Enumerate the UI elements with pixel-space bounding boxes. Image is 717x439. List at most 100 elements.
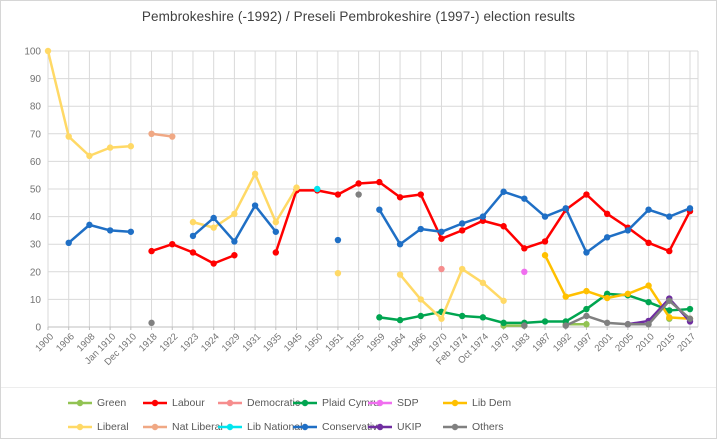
legend-label: Democratic	[247, 397, 301, 409]
x-tick-label: 1987	[530, 331, 553, 354]
legend-marker-icon	[293, 399, 317, 407]
legend-marker-icon	[368, 399, 392, 407]
data-point	[438, 228, 445, 235]
data-point	[314, 185, 321, 193]
x-tick-label: 1979	[489, 331, 512, 354]
data-point	[334, 191, 342, 198]
legend-item-plaid-cymru: Plaid Cymru	[292, 397, 379, 409]
legend-label: Conservative	[322, 421, 384, 433]
data-point	[86, 152, 93, 160]
data-point	[334, 269, 342, 277]
data-point	[272, 228, 280, 235]
legend-label: Liberal	[97, 421, 129, 433]
data-point	[583, 287, 590, 295]
y-tick-label: 60	[30, 157, 42, 168]
legend-marker-icon	[218, 423, 242, 431]
data-point	[355, 180, 362, 187]
data-point	[458, 312, 466, 320]
legend-label: Lib Dem	[472, 397, 512, 409]
data-point	[127, 228, 135, 235]
chart-legend: Green Labour Democratic Plaid Cymru SDP Lib D…	[1, 387, 716, 438]
data-point	[127, 143, 135, 150]
data-point	[376, 206, 383, 213]
legend-label: Lib National	[247, 421, 303, 433]
data-point	[376, 178, 383, 186]
data-point	[583, 312, 590, 320]
x-tick-label: 2010	[634, 331, 657, 354]
legend-row-1: Green Labour Democratic Plaid Cymru SDP Lib D…	[1, 391, 716, 415]
data-point	[645, 282, 652, 289]
data-point	[603, 319, 611, 327]
x-tick-label: 2001	[593, 331, 616, 354]
x-tick-label: 1918	[137, 331, 160, 354]
data-point	[210, 214, 217, 222]
data-point	[65, 133, 72, 140]
data-point	[438, 235, 445, 242]
data-point	[438, 315, 445, 322]
legend-item-lib-dem: Lib Dem	[442, 397, 517, 409]
y-tick-label: 80	[30, 102, 42, 113]
data-point	[521, 322, 528, 329]
data-point	[396, 194, 404, 201]
x-tick-label: 1966	[406, 331, 429, 354]
legend-item-democratic: Democratic	[217, 397, 300, 409]
data-point	[65, 239, 72, 247]
data-point	[272, 218, 280, 226]
data-point	[624, 321, 632, 328]
data-point	[500, 188, 507, 195]
legend-marker-icon	[68, 399, 92, 407]
data-point	[417, 191, 424, 198]
data-point	[417, 296, 424, 303]
legend-item-labour: Labour	[142, 397, 217, 409]
legend-marker-icon	[443, 399, 467, 407]
data-point	[562, 293, 569, 300]
data-point	[624, 227, 632, 234]
x-tick-label: 1951	[323, 331, 346, 354]
data-point	[583, 249, 590, 256]
x-tick-label: 1929	[220, 331, 243, 354]
data-point	[521, 195, 528, 202]
legend-label: SDP	[397, 397, 419, 409]
legend-label: Nat Liberal	[172, 421, 223, 433]
data-point	[686, 305, 694, 313]
series-democratic	[438, 265, 445, 273]
data-point	[106, 227, 114, 234]
y-tick-label: 10	[30, 295, 42, 306]
y-tick-label: 100	[24, 47, 41, 58]
series-sdp	[521, 268, 528, 275]
data-point	[479, 213, 487, 220]
x-tick-label: 2005	[613, 331, 636, 354]
data-point	[189, 249, 197, 256]
data-point	[293, 184, 300, 191]
data-point	[500, 319, 507, 327]
data-point	[583, 321, 590, 328]
data-point	[86, 221, 93, 229]
y-tick-label: 30	[30, 240, 42, 251]
data-point	[686, 205, 694, 212]
series-lines	[44, 47, 694, 329]
data-point	[479, 314, 487, 321]
legend-marker-icon	[293, 423, 317, 431]
x-tick-label: 1935	[261, 331, 284, 354]
data-point	[583, 191, 590, 198]
data-point	[500, 297, 507, 304]
data-point	[231, 238, 238, 245]
legend-label: Green	[97, 397, 127, 409]
x-tick-label: 1922	[158, 331, 181, 354]
x-tick-label: 1955	[344, 331, 367, 354]
data-point	[376, 314, 383, 321]
y-tick-label: 70	[30, 129, 42, 140]
legend-marker-icon	[218, 399, 242, 407]
data-point	[44, 47, 52, 55]
data-point	[272, 249, 280, 256]
legend-item-nat-liberal: Nat Liberal	[142, 421, 223, 433]
data-point	[500, 223, 507, 230]
x-tick-label: 1983	[510, 331, 533, 354]
series-lib-dem	[541, 252, 694, 322]
x-tick-label: 1924	[199, 331, 222, 354]
data-point	[521, 268, 528, 275]
data-point	[583, 305, 590, 313]
data-point	[666, 307, 673, 314]
data-point	[541, 252, 549, 259]
